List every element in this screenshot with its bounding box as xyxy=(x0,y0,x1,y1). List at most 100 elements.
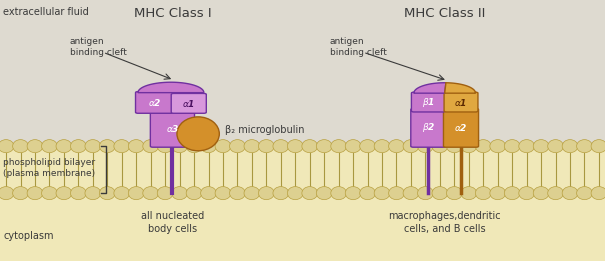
Ellipse shape xyxy=(258,140,274,153)
Ellipse shape xyxy=(345,187,361,200)
Ellipse shape xyxy=(244,187,260,200)
Ellipse shape xyxy=(201,140,217,153)
Ellipse shape xyxy=(229,187,245,200)
Ellipse shape xyxy=(27,187,43,200)
FancyBboxPatch shape xyxy=(171,93,206,113)
Ellipse shape xyxy=(143,187,159,200)
Ellipse shape xyxy=(273,140,289,153)
Ellipse shape xyxy=(331,187,347,200)
Text: all nucleated
body cells: all nucleated body cells xyxy=(141,211,204,234)
Ellipse shape xyxy=(157,140,173,153)
Ellipse shape xyxy=(186,140,202,153)
Ellipse shape xyxy=(518,187,534,200)
Ellipse shape xyxy=(360,140,376,153)
Ellipse shape xyxy=(577,187,592,200)
Ellipse shape xyxy=(71,187,87,200)
Text: $\alpha$2: $\alpha$2 xyxy=(454,122,468,133)
Text: macrophages,dendritic
cells, and B cells: macrophages,dendritic cells, and B cells xyxy=(388,211,501,234)
Ellipse shape xyxy=(85,140,100,153)
Text: $\alpha$3: $\alpha$3 xyxy=(166,123,179,134)
Ellipse shape xyxy=(244,140,260,153)
Ellipse shape xyxy=(432,187,448,200)
Ellipse shape xyxy=(287,140,303,153)
Text: $\alpha$2: $\alpha$2 xyxy=(148,97,162,108)
FancyBboxPatch shape xyxy=(136,92,174,113)
Ellipse shape xyxy=(591,187,605,200)
Ellipse shape xyxy=(490,187,506,200)
Ellipse shape xyxy=(27,140,43,153)
Ellipse shape xyxy=(533,187,549,200)
Text: β₂ microglobulin: β₂ microglobulin xyxy=(226,125,305,135)
Ellipse shape xyxy=(388,140,404,153)
Ellipse shape xyxy=(345,140,361,153)
Ellipse shape xyxy=(331,140,347,153)
Ellipse shape xyxy=(302,140,318,153)
Text: $\alpha$1: $\alpha$1 xyxy=(182,98,195,109)
Text: MHC Class I: MHC Class I xyxy=(134,7,211,20)
Ellipse shape xyxy=(403,140,419,153)
Ellipse shape xyxy=(533,140,549,153)
Ellipse shape xyxy=(591,140,605,153)
Ellipse shape xyxy=(0,140,14,153)
Ellipse shape xyxy=(316,140,332,153)
Ellipse shape xyxy=(128,140,144,153)
Ellipse shape xyxy=(13,140,28,153)
Polygon shape xyxy=(445,83,476,93)
FancyBboxPatch shape xyxy=(411,92,445,112)
Ellipse shape xyxy=(42,140,57,153)
Ellipse shape xyxy=(302,187,318,200)
Text: MHC Class II: MHC Class II xyxy=(404,7,485,20)
Ellipse shape xyxy=(99,187,115,200)
Ellipse shape xyxy=(476,140,491,153)
Ellipse shape xyxy=(374,187,390,200)
Ellipse shape xyxy=(114,140,129,153)
Text: antigen
binding cleft: antigen binding cleft xyxy=(330,37,387,57)
Bar xyxy=(0,146,605,261)
Ellipse shape xyxy=(562,187,578,200)
Text: extracellular fluid: extracellular fluid xyxy=(3,7,89,16)
Ellipse shape xyxy=(548,140,563,153)
FancyBboxPatch shape xyxy=(411,109,446,147)
Ellipse shape xyxy=(13,187,28,200)
FancyBboxPatch shape xyxy=(443,109,479,147)
Ellipse shape xyxy=(518,140,534,153)
Ellipse shape xyxy=(114,187,129,200)
Ellipse shape xyxy=(417,187,433,200)
Ellipse shape xyxy=(229,140,245,153)
Ellipse shape xyxy=(143,140,159,153)
Ellipse shape xyxy=(388,187,404,200)
Polygon shape xyxy=(414,83,446,93)
Text: $\beta$1: $\beta$1 xyxy=(422,96,435,109)
Ellipse shape xyxy=(374,140,390,153)
Ellipse shape xyxy=(172,140,188,153)
Ellipse shape xyxy=(0,187,14,200)
Ellipse shape xyxy=(273,187,289,200)
Text: $\beta$2: $\beta$2 xyxy=(422,121,435,134)
Ellipse shape xyxy=(258,187,274,200)
Ellipse shape xyxy=(128,187,144,200)
Ellipse shape xyxy=(85,187,100,200)
Ellipse shape xyxy=(157,187,173,200)
Ellipse shape xyxy=(577,140,592,153)
FancyBboxPatch shape xyxy=(444,92,478,112)
Text: phospholipid bilayer
(plasma membrane): phospholipid bilayer (plasma membrane) xyxy=(3,158,95,179)
Ellipse shape xyxy=(360,187,376,200)
Ellipse shape xyxy=(446,140,462,153)
Ellipse shape xyxy=(548,187,563,200)
Ellipse shape xyxy=(562,140,578,153)
FancyBboxPatch shape xyxy=(150,110,194,147)
Ellipse shape xyxy=(177,117,220,151)
Ellipse shape xyxy=(461,140,477,153)
Ellipse shape xyxy=(99,140,115,153)
Ellipse shape xyxy=(461,187,477,200)
Text: antigen
binding cleft: antigen binding cleft xyxy=(70,37,126,57)
Ellipse shape xyxy=(417,140,433,153)
Ellipse shape xyxy=(403,187,419,200)
Text: $\alpha$1: $\alpha$1 xyxy=(454,97,468,108)
Ellipse shape xyxy=(186,187,202,200)
Ellipse shape xyxy=(316,187,332,200)
Ellipse shape xyxy=(476,187,491,200)
Ellipse shape xyxy=(446,187,462,200)
Bar xyxy=(0,0,605,146)
Ellipse shape xyxy=(56,140,72,153)
